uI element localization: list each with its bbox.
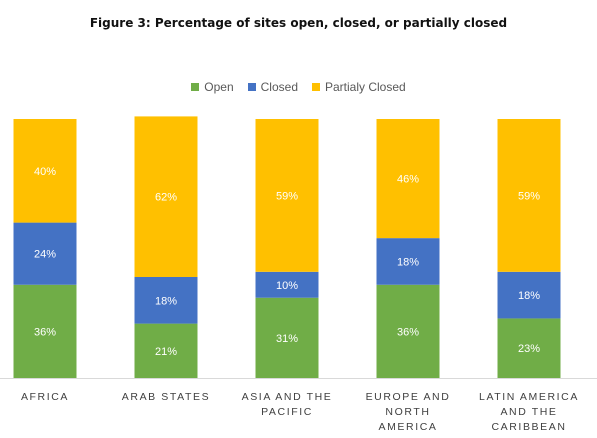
- bar-segment-partially-closed-2: [255, 119, 319, 272]
- legend-label-open: Open: [204, 80, 234, 94]
- data-label-partially-closed-2: 59%: [276, 190, 298, 202]
- data-label-closed-2: 10%: [276, 280, 298, 292]
- data-label-partially-closed-0: 40%: [34, 166, 56, 178]
- category-label-2-line-0: ASIA AND THE: [242, 391, 333, 403]
- bar-segment-partially-closed-4: [497, 119, 561, 272]
- bar-segment-open-1: [134, 323, 198, 378]
- legend-swatch-open: [191, 83, 200, 91]
- bars-group: 36% 24% 40% 21% 18% 62% 31% 10% 59% 36% 18% 46% 23% 1…: [13, 116, 561, 378]
- data-label-closed-4: 18%: [518, 290, 540, 302]
- data-label-partially-closed-3: 46%: [397, 174, 419, 186]
- data-label-partially-closed-1: 62%: [155, 192, 177, 204]
- bar-segment-open-3: [376, 284, 440, 378]
- category-label-4-line-1: AND THE: [500, 406, 557, 418]
- category-label-4-line-2: CARIBBEAN: [491, 421, 566, 433]
- category-label-1-line-0: ARAB STATES: [122, 391, 210, 403]
- data-label-closed-0: 24%: [34, 249, 56, 261]
- bar-segment-open-4: [497, 318, 561, 378]
- data-label-open-2: 31%: [276, 333, 298, 345]
- legend-swatch-closed: [247, 83, 256, 91]
- legend-label-partially-closed: Partialy Closed: [325, 80, 406, 94]
- bar-segment-closed-0: [13, 222, 77, 285]
- data-label-open-1: 21%: [155, 346, 177, 358]
- category-label-3-line-0: EUROPE AND: [366, 391, 451, 403]
- category-label-3-line-1: NORTH: [385, 406, 430, 418]
- chart-legend: Open Closed Partialy Closed: [0, 80, 597, 94]
- data-label-open-0: 36%: [34, 326, 56, 338]
- category-label-2-line-1: PACIFIC: [261, 406, 313, 418]
- data-label-open-4: 23%: [518, 343, 540, 355]
- bar-segment-open-0: [13, 284, 77, 378]
- category-label-3-line-2: AMERICA: [378, 421, 437, 433]
- bar-segment-closed-3: [376, 238, 440, 285]
- category-label-0-line-0: AFRICA: [21, 391, 69, 403]
- legend-item-closed: Closed: [247, 80, 298, 94]
- legend-item-partially-closed: Partialy Closed: [312, 80, 406, 94]
- bar-segment-closed-2: [255, 271, 319, 298]
- chart-title: Figure 3: Percentage of sites open, clos…: [89, 16, 508, 30]
- legend-swatch-partially-closed: [312, 83, 320, 91]
- category-labels: AFRICA ARAB STATES ASIA AND THE PACIFIC EURO…: [21, 391, 579, 433]
- data-label-closed-3: 18%: [397, 256, 419, 268]
- data-label-closed-1: 18%: [155, 295, 177, 307]
- legend-label-closed: Closed: [260, 80, 298, 94]
- bar-segment-closed-4: [497, 271, 561, 319]
- data-label-partially-closed-4: 59%: [518, 190, 540, 202]
- bar-segment-partially-closed-0: [13, 119, 77, 223]
- data-label-open-3: 36%: [397, 326, 419, 338]
- bar-segment-partially-closed-1: [134, 116, 198, 277]
- bar-segment-open-2: [255, 297, 319, 378]
- legend-item-open: Open: [191, 80, 234, 94]
- bar-segment-closed-1: [134, 276, 198, 324]
- bar-segment-partially-closed-3: [376, 119, 440, 239]
- category-label-4-line-0: LATIN AMERICA: [479, 391, 579, 403]
